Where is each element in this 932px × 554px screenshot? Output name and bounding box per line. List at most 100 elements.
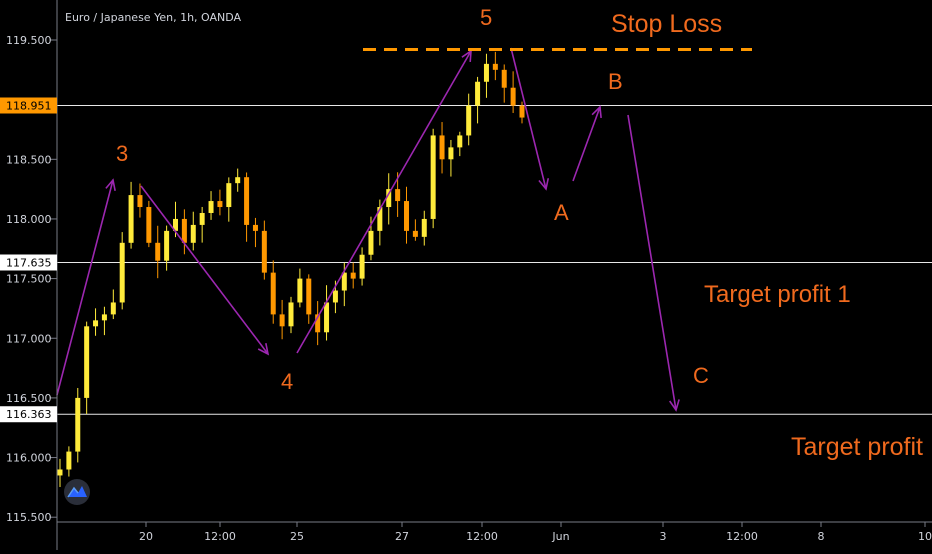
candle-body-7 xyxy=(119,242,125,303)
candle-body-34 xyxy=(359,254,365,279)
wave-label-5: 5 xyxy=(480,5,492,30)
x-tick-label-4: 12:00 xyxy=(466,530,498,543)
horizontal-levels xyxy=(57,104,932,415)
candle-body-44 xyxy=(448,147,454,160)
candle-body-4 xyxy=(93,320,99,327)
candle-body-41 xyxy=(421,218,427,237)
y-tick-label-4: 117.000 xyxy=(6,332,52,345)
wave-arrow-line-1 xyxy=(140,185,269,355)
candle-body-33 xyxy=(350,272,356,279)
candle-body-13 xyxy=(173,218,178,231)
candle-body-28 xyxy=(306,278,312,315)
candle-body-23 xyxy=(261,230,267,273)
candle-body-17 xyxy=(208,201,214,213)
x-tick-label-7: 12:00 xyxy=(726,530,758,543)
tradingview-logo-icon[interactable] xyxy=(64,479,90,505)
level-badge-2 xyxy=(0,406,57,423)
candle-body-15 xyxy=(190,224,196,243)
chart-title: Euro / Japanese Yen, 1h, OANDA xyxy=(65,11,242,24)
candle-body-50 xyxy=(501,69,507,88)
x-tick-label-1: 12:00 xyxy=(204,530,236,543)
candle-body-36 xyxy=(377,207,383,231)
candle-body-32 xyxy=(341,272,347,291)
wave-arrow-head-0 xyxy=(105,178,116,191)
candle-body-48 xyxy=(483,63,489,82)
candle-body-29 xyxy=(315,314,321,333)
y-tick-label-1: 118.500 xyxy=(6,153,52,166)
candle-body-8 xyxy=(128,195,134,243)
level-badge-label-1: 117.635 xyxy=(6,256,52,269)
y-tick-label-5: 116.500 xyxy=(6,392,52,405)
candle-body-14 xyxy=(181,218,187,243)
candle-body-30 xyxy=(324,302,330,333)
wave-arrow-head-4 xyxy=(591,105,602,119)
wave-arrow-line-4 xyxy=(572,106,601,182)
candle-body-37 xyxy=(386,189,392,208)
wave-label-C: C xyxy=(693,363,709,388)
target-profit-label: Target profit xyxy=(791,433,923,461)
x-tick-label-5: Jun xyxy=(551,530,569,543)
wave-label-4: 4 xyxy=(281,369,293,394)
level-badge-label-2: 116.363 xyxy=(6,408,52,421)
wave-label-B: B xyxy=(608,69,623,94)
level-badges: 118.951 117.635 116.363 xyxy=(0,97,57,423)
candlestick-series xyxy=(57,51,525,488)
candle-body-25 xyxy=(279,314,285,327)
y-tick-label-3: 117.500 xyxy=(6,273,52,286)
x-tick-label-2: 25 xyxy=(290,530,304,543)
wave-arrow-line-0 xyxy=(56,179,114,396)
candle-body-26 xyxy=(288,302,294,327)
candle-body-10 xyxy=(146,207,152,243)
candle-body-40 xyxy=(412,230,418,237)
wave-arrow-line-2 xyxy=(296,50,472,354)
candle-body-9 xyxy=(137,195,143,208)
wave-label-A: A xyxy=(554,200,569,225)
price-axis[interactable]: 119.500 118.500 118.000 117.500 117.000 116.5… xyxy=(6,34,57,524)
wave-arrow-head-3 xyxy=(538,178,550,191)
candle-body-6 xyxy=(110,302,116,315)
wave-arrow-head-5 xyxy=(669,399,680,412)
candle-body-16 xyxy=(199,212,205,225)
candle-body-21 xyxy=(244,177,250,225)
wave-label-3: 3 xyxy=(116,141,128,166)
y-tick-label-6: 116.000 xyxy=(6,452,52,465)
wave-arrow-line-3 xyxy=(510,47,547,190)
level-badge-label-0: 118.951 xyxy=(6,99,52,112)
wave-arrow-line-5 xyxy=(627,114,677,411)
candle-body-38 xyxy=(395,189,401,202)
candle-body-19 xyxy=(226,183,232,208)
y-tick-label-2: 118.000 xyxy=(6,213,52,226)
time-axis[interactable]: 20 12:00 25 27 12:00 Jun 3 12:00 8 10 xyxy=(139,522,932,543)
candle-body-42 xyxy=(430,135,436,219)
candle-body-46 xyxy=(466,105,472,136)
y-tick-label-7: 115.500 xyxy=(6,511,52,524)
candle-body-51 xyxy=(510,87,516,106)
x-tick-label-6: 3 xyxy=(660,530,667,543)
candle-body-3 xyxy=(84,326,90,398)
x-tick-label-9: 10 xyxy=(918,530,932,543)
level-badge-1 xyxy=(0,254,57,271)
wave-arrow-head-1 xyxy=(257,343,270,356)
target-profit-1-label: Target profit 1 xyxy=(704,281,851,308)
candle-body-52 xyxy=(519,105,525,118)
wave-arrows xyxy=(56,47,680,412)
stop-loss-label: Stop Loss xyxy=(611,10,722,38)
candle-body-31 xyxy=(332,290,338,303)
x-tick-label-8: 8 xyxy=(818,530,825,543)
candle-body-43 xyxy=(439,135,445,160)
candle-body-20 xyxy=(235,177,241,184)
candle-body-12 xyxy=(164,230,170,261)
x-tick-label-0: 20 xyxy=(139,530,153,543)
level-badge-0 xyxy=(0,97,57,114)
candle-body-18 xyxy=(217,201,223,208)
x-tick-label-3: 27 xyxy=(395,530,409,543)
candle-body-5 xyxy=(101,314,107,321)
candle-body-1 xyxy=(66,451,72,470)
candle-body-24 xyxy=(270,272,276,315)
candle-body-35 xyxy=(368,230,374,255)
candle-body-11 xyxy=(155,242,161,261)
candle-body-2 xyxy=(75,397,81,452)
candle-body-45 xyxy=(457,135,463,148)
